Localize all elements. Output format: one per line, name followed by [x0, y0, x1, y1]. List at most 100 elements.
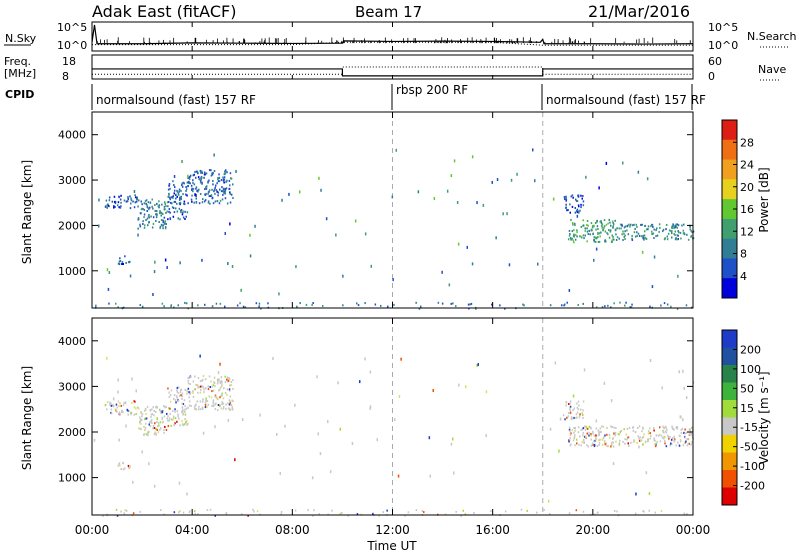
range-gate-cell: [536, 511, 538, 514]
range-gate-cell: [133, 206, 136, 209]
range-gate-cell: [677, 224, 680, 227]
range-gate-cell: [169, 413, 171, 416]
range-gate-cell: [107, 287, 110, 291]
range-gate-cell: [146, 205, 149, 208]
range-gate-cell: [337, 381, 339, 385]
x-tick-label: 00:00: [676, 523, 711, 537]
range-gate-cell: [117, 201, 120, 204]
range-gate-cell: [220, 407, 223, 410]
range-gate-cell: [127, 261, 130, 264]
range-gate-cell: [122, 468, 125, 471]
range-gate-cell: [252, 508, 254, 511]
range-gate-cell: [168, 210, 170, 213]
range-gate-cell: [201, 258, 203, 262]
range-gate-cell: [129, 274, 132, 278]
range-gate-cell: [195, 186, 198, 189]
range-gate-cell: [128, 410, 130, 413]
range-gate-cell: [654, 443, 656, 445]
range-gate-cell: [207, 192, 209, 195]
range-gate-cell: [575, 509, 578, 512]
range-gate-cell: [163, 208, 166, 211]
range-gate-cell: [144, 200, 147, 203]
range-gate-cell: [655, 443, 657, 445]
range-gate-cell: [193, 201, 195, 204]
range-gate-cell: [642, 436, 645, 439]
range-gate-cell: [113, 405, 115, 408]
range-gate-cell: [201, 181, 203, 185]
range-gate-cell: [611, 441, 613, 444]
range-gate-cell: [115, 302, 117, 305]
range-gate-cell: [201, 172, 203, 174]
range-gate-cell: [162, 219, 164, 222]
range-gate-cell: [181, 185, 184, 188]
range-gate-cell: [662, 230, 664, 233]
range-gate-cell: [665, 224, 668, 226]
range-gate-cell: [616, 236, 619, 239]
range-gate-cell: [675, 223, 678, 226]
range-gate-cell: [160, 411, 162, 414]
range-gate-cell: [586, 230, 589, 233]
range-gate-cell: [165, 429, 168, 431]
range-gate-cell: [575, 417, 577, 420]
range-gate-cell: [685, 431, 688, 434]
range-gate-cell: [226, 171, 228, 174]
range-gate-cell: [666, 235, 669, 238]
range-gate-cell: [679, 435, 681, 438]
range-gate-cell: [212, 389, 215, 392]
range-gate-cell: [588, 229, 590, 232]
range-gate-cell: [570, 238, 572, 241]
range-gate-cell: [685, 396, 688, 400]
range-gate-cell: [563, 304, 565, 307]
range-gate-cell: [229, 401, 232, 404]
range-gate-cell: [561, 304, 563, 307]
power-colorbar-label: Power [dB]: [757, 167, 771, 232]
range-gate-cell: [229, 384, 231, 387]
range-gate-cell: [127, 196, 129, 199]
range-gate-cell: [98, 198, 100, 202]
range-gate-cell: [200, 170, 202, 173]
range-gate-cell: [205, 397, 207, 400]
range-gate-cell: [432, 389, 434, 392]
range-gate-cell: [159, 428, 161, 431]
range-gate-cell: [167, 205, 169, 208]
range-gate-cell: [574, 434, 576, 437]
range-gate-cell: [133, 400, 135, 403]
range-gate-cell: [642, 236, 644, 239]
range-gate-cell: [649, 437, 651, 440]
range-gate-cell: [132, 200, 134, 203]
range-gate-cell: [180, 389, 182, 392]
range-gate-cell: [174, 200, 177, 203]
range-gate-cell: [598, 433, 600, 436]
range-gate-cell: [156, 406, 158, 409]
range-gate-cell: [288, 192, 290, 196]
range-gate-cell: [374, 303, 377, 306]
range-gate-cell: [225, 512, 227, 515]
range-gate-cell: [225, 403, 227, 406]
range-gate-cell: [146, 433, 149, 436]
range-gate-cell: [623, 226, 626, 229]
range-gate-cell: [590, 444, 593, 447]
range-gate-cell: [228, 187, 231, 190]
range-gate-cell: [117, 262, 120, 265]
range-gate-cell: [188, 392, 191, 395]
range-gate-cell: [687, 438, 690, 441]
range-gate-cell: [281, 198, 283, 202]
range-gate-cell: [164, 258, 167, 262]
range-gate-cell: [178, 188, 181, 191]
range-gate-cell: [173, 184, 175, 187]
range-gate-cell: [565, 206, 567, 209]
range-gate-cell: [227, 378, 229, 381]
range-gate-cell: [155, 220, 157, 222]
range-gate-cell: [147, 224, 149, 227]
range-gate-cell: [627, 436, 629, 439]
range-gate-cell: [165, 405, 167, 408]
range-gate-cell: [227, 379, 230, 382]
range-gate-cell: [491, 303, 493, 306]
range-gate-cell: [179, 197, 181, 200]
range-gate-cell: [568, 512, 571, 515]
range-gate-cell: [620, 227, 622, 230]
range-gate-cell: [689, 432, 691, 435]
range-gate-cell: [173, 394, 176, 397]
range-gate-cell: [296, 305, 298, 308]
range-gate-cell: [224, 171, 226, 174]
